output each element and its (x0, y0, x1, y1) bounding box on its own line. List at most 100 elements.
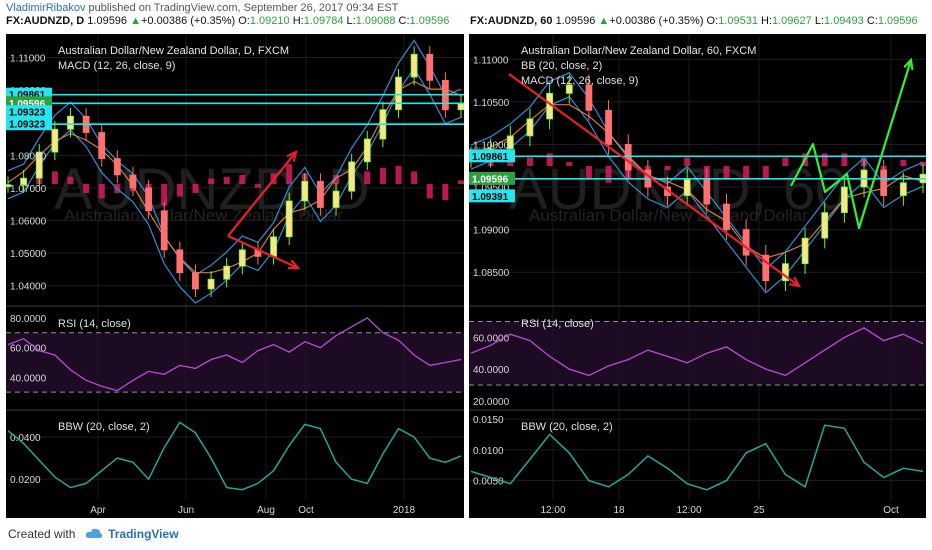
trend-annotations (227, 150, 301, 270)
symbol-name[interactable]: FX:AUDNZD, 60 (470, 15, 553, 27)
open-label: O: (706, 15, 719, 27)
open-value: 1.09210 (249, 15, 290, 27)
macd-histogram-bar (743, 166, 750, 179)
candle (6, 184, 12, 188)
level-label: 1.09861 (472, 152, 509, 163)
bbw-panel: 0.0050 0.0100 0.0150 (469, 415, 926, 491)
bbw-line (7, 421, 462, 491)
candle (332, 190, 340, 208)
chart-daily-svg[interactable]: AUDNZD, D Australian Dollar/New Zealand … (6, 34, 464, 518)
macd-histogram-bar (364, 171, 371, 184)
trend-arrow (227, 234, 299, 270)
candle (840, 186, 848, 213)
y-tick-label: 1.11000 (10, 54, 46, 65)
candle (317, 181, 324, 208)
low-value: 1.09088 (355, 15, 396, 27)
level-label: 1.09323 (9, 108, 46, 119)
candle (605, 109, 612, 145)
price-series (469, 72, 926, 294)
author-link[interactable]: VladimirRibakov (6, 2, 86, 14)
bbw-label: BBW (20, close, 2) (58, 421, 150, 433)
low-value: 1.09493 (824, 15, 864, 27)
macd-histogram-bar (507, 159, 514, 166)
x-tick-label: 12:00 (540, 505, 565, 516)
close-value: 1.09596 (409, 15, 450, 27)
macd-histogram-bar (176, 184, 183, 197)
macd-label: MACD (12, 26, close, 9) (58, 60, 175, 72)
high-label: H: (292, 15, 304, 27)
candle (98, 132, 106, 159)
close-label: C: (398, 15, 410, 27)
macd-histogram-bar (723, 166, 730, 179)
macd-histogram-bar (254, 184, 261, 188)
trend-arrow (227, 151, 297, 237)
candle (426, 53, 434, 81)
bbw-label: BBW (20, close, 2) (521, 421, 613, 433)
level-tag (6, 105, 52, 119)
x-tick-label: Oct (298, 505, 314, 516)
axes: 1.040001.050001.060001.070001.080001.090… (6, 54, 464, 516)
macd-histogram-bar (526, 157, 533, 166)
svg-text:Australian Dollar/New Zealand: Australian Dollar/New Zealand Dollar (64, 206, 343, 225)
bbw-panel: 0.0200 0.0400 (6, 421, 464, 491)
candle (348, 161, 356, 192)
last-price: 1.09596 (87, 15, 128, 27)
created-with-text: Created with (8, 527, 76, 541)
up-arrow-icon: ▲ (130, 15, 141, 27)
x-tick-label: Apr (90, 505, 106, 516)
chart-daily[interactable]: AUDNZD, D Australian Dollar/New Zealand … (6, 34, 464, 518)
candle (285, 200, 293, 238)
y-tick-label: 60.0000 (473, 333, 510, 344)
rsi-line (7, 317, 462, 392)
macd-histogram-bar (841, 153, 848, 166)
macd-histogram-bar (458, 180, 464, 184)
high-value: 1.09627 (772, 15, 812, 27)
tradingview-cloud-icon (85, 528, 103, 542)
x-tick-label: 2018 (393, 505, 416, 516)
price-series (6, 39, 464, 304)
watermark: AUDNZD, 60 Australian Dollar/New Zealand… (509, 157, 847, 225)
trend-arrow (508, 73, 800, 287)
macd-histogram-bar (426, 184, 433, 199)
level-tag (469, 171, 515, 185)
x-tick-label: 18 (613, 505, 625, 516)
y-tick-label: 1.10000 (473, 140, 510, 151)
y-tick-label: 1.05000 (10, 249, 47, 260)
candle (223, 265, 231, 280)
y-tick-label: 40.0000 (10, 373, 47, 384)
open-value: 1.09531 (718, 15, 758, 27)
candle (51, 128, 59, 153)
candle (742, 229, 750, 256)
chart-hourly[interactable]: AUDNZD, 60 Australian Dollar/New Zealand… (469, 34, 926, 518)
candle (238, 249, 246, 267)
macd-histogram-bar (192, 184, 199, 193)
macd-histogram-bar (67, 176, 74, 184)
candle (301, 181, 309, 202)
candle (113, 158, 121, 176)
chart-hourly-svg[interactable]: AUDNZD, 60 Australian Dollar/New Zealand… (469, 34, 926, 518)
trend-annotations (508, 57, 914, 288)
macd-histogram-bar (161, 184, 168, 206)
y-tick-label: 1.08500 (473, 268, 510, 279)
macd-histogram-bar (605, 166, 612, 183)
candle (67, 115, 74, 130)
macd-histogram-bar (98, 184, 105, 199)
macd-histogram-bar (585, 166, 592, 179)
close-label: C: (866, 15, 878, 27)
level-tag (6, 117, 52, 131)
chart-title: Australian Dollar/New Zealand Dollar, 60… (521, 45, 756, 57)
x-tick-label: Oct (883, 505, 899, 516)
y-tick-label: 1.10500 (473, 98, 510, 109)
tradingview-link[interactable]: TradingView (108, 527, 179, 541)
publish-info: VladimirRibakov published on TradingView… (6, 2, 398, 14)
bb-upper-band (7, 39, 462, 276)
candle (703, 178, 711, 205)
last-price: 1.09596 (555, 15, 596, 27)
svg-text:AUDNZD, 60: AUDNZD, 60 (509, 157, 847, 222)
candle (782, 263, 789, 282)
candle (410, 53, 418, 78)
symbol-name[interactable]: FX:AUDNZD, D (6, 15, 85, 27)
macd-histogram-bar (51, 171, 58, 184)
rsi-label: RSI (14, close) (521, 318, 594, 330)
grid (469, 34, 926, 500)
